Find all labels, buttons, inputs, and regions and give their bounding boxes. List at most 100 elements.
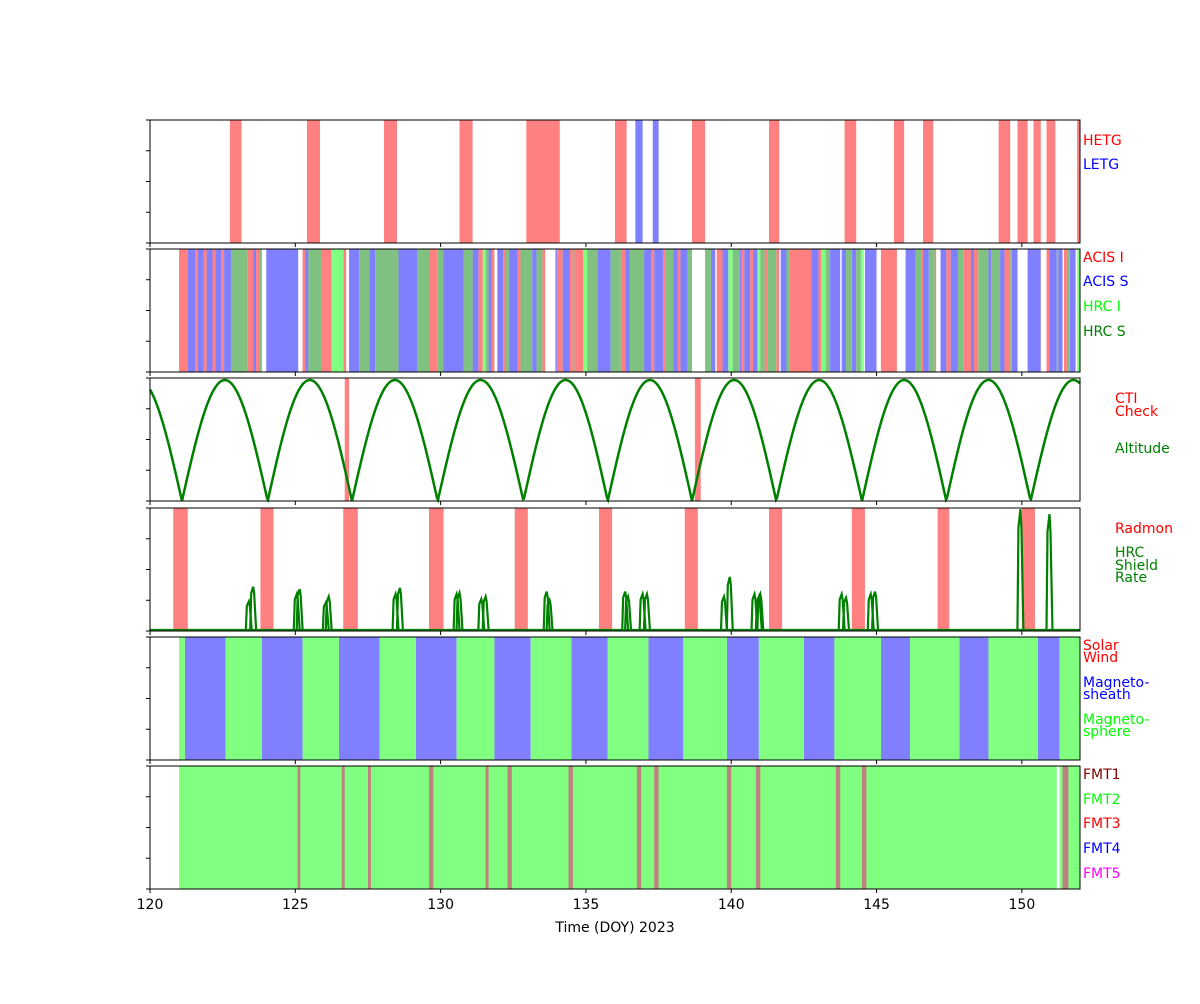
band-letg [652, 120, 659, 243]
band-acis-i [179, 249, 188, 372]
band-hetg [1046, 120, 1056, 243]
shield-rate-spike [295, 588, 304, 632]
legend-label: Shield [1115, 558, 1158, 574]
band-acis-i [789, 249, 812, 372]
band-hetg [894, 120, 905, 243]
band-radmon [260, 508, 274, 631]
band-acis-s [508, 249, 518, 372]
band-magnetosheath [880, 637, 910, 760]
band-radmon [684, 508, 698, 631]
band-hrc-s [359, 249, 370, 372]
band-acis-s [253, 249, 257, 372]
legend-label: HRC [1115, 545, 1145, 561]
band-hrc-s [520, 249, 533, 372]
band-hrc-s [572, 249, 575, 372]
legend-label: HRC S [1083, 324, 1126, 340]
band-acis-i [247, 249, 254, 372]
band-acis-s [1069, 249, 1076, 372]
band-hrc-s [978, 249, 989, 372]
legend-label: ACIS S [1083, 274, 1129, 290]
band-hrc-s [308, 249, 322, 372]
band-fmt1 [297, 766, 301, 889]
band-radmon [343, 508, 358, 631]
shield-rate-spike [395, 587, 405, 632]
legend-label: Solar [1083, 638, 1119, 654]
band-hrc-s [463, 249, 473, 372]
band-magnetosheath [494, 637, 531, 760]
band-acis-s [555, 249, 557, 372]
band-fmt1 [835, 766, 841, 889]
band-hrc-i [583, 249, 588, 372]
band-magnetosphere [683, 637, 727, 760]
band-hetg [229, 120, 242, 243]
band-hetg [383, 120, 398, 243]
band-radmon [769, 508, 783, 631]
panel-frame [149, 377, 1081, 502]
band-acis-s [197, 249, 204, 372]
band-acis-i [776, 249, 780, 372]
band-fmt1 [726, 766, 732, 889]
band-hrc-s [846, 249, 852, 372]
legend-label: Wind [1083, 650, 1118, 666]
band-fmt1 [429, 766, 434, 889]
band-acis-i [677, 249, 681, 372]
band-hrc-i [482, 249, 486, 372]
band-fmt1 [341, 766, 345, 889]
band-acis-i [741, 249, 745, 372]
band-acis-s [830, 249, 841, 372]
band-fmt1 [636, 766, 642, 889]
band-acis-i [1064, 249, 1067, 372]
band-hetg [1017, 120, 1028, 243]
band-acis-s [215, 249, 222, 372]
legend-label: sheath [1083, 687, 1131, 703]
band-acis-i [1004, 249, 1011, 372]
band-hrc-s [991, 249, 1001, 372]
band-hetg [306, 120, 321, 243]
band-acis-s [950, 249, 958, 372]
band-acis-s [472, 249, 479, 372]
band-acis-i [256, 249, 259, 372]
legend-label: HETG [1083, 133, 1122, 149]
band-acis-i [1046, 249, 1050, 372]
shield-rate-spike [452, 589, 461, 632]
band-magnetosphere [834, 637, 881, 760]
band-acis-s [940, 249, 947, 372]
shield-rate-spike [642, 589, 652, 632]
shield-rate-spike [871, 591, 880, 632]
band-magnetosheath [726, 637, 759, 760]
band-acis-s [625, 249, 630, 372]
band-magnetosheath [648, 637, 684, 760]
band-fmt1 [568, 766, 573, 889]
band-hrc-s [687, 249, 693, 372]
band-acis-i [750, 249, 754, 372]
band-hrc-s [231, 249, 248, 372]
band-radmon [514, 508, 528, 631]
band-hrc-s [258, 249, 262, 372]
band-hetg [769, 120, 780, 243]
band-acis-s [744, 249, 751, 372]
band-acis-i [302, 249, 306, 372]
band-acis-s [206, 249, 213, 372]
band-hrc-s [732, 249, 740, 372]
band-hrc-s [928, 249, 935, 372]
shield-rate-spike [623, 592, 633, 632]
x-tick-label: 135 [573, 897, 600, 913]
band-magnetosphere [456, 637, 495, 760]
band-hrc-s [915, 249, 922, 372]
band-cti-check [344, 378, 350, 501]
band-acis-s [1049, 249, 1057, 372]
legend-label: Magneto- [1083, 675, 1149, 691]
band-magnetosphere [1059, 637, 1080, 760]
band-hrc-i [860, 249, 864, 372]
band-radmon [429, 508, 444, 631]
band-hrc-i [728, 249, 733, 372]
band-acis-s [398, 249, 418, 372]
band-acis-i [921, 249, 924, 372]
band-hrc-s [957, 249, 964, 372]
band-acis-i [429, 249, 438, 372]
band-fmt1 [755, 766, 761, 889]
band-magnetosphere [530, 637, 572, 760]
band-acis-s [988, 249, 992, 372]
band-radmon [1021, 508, 1035, 631]
band-letg [635, 120, 643, 243]
